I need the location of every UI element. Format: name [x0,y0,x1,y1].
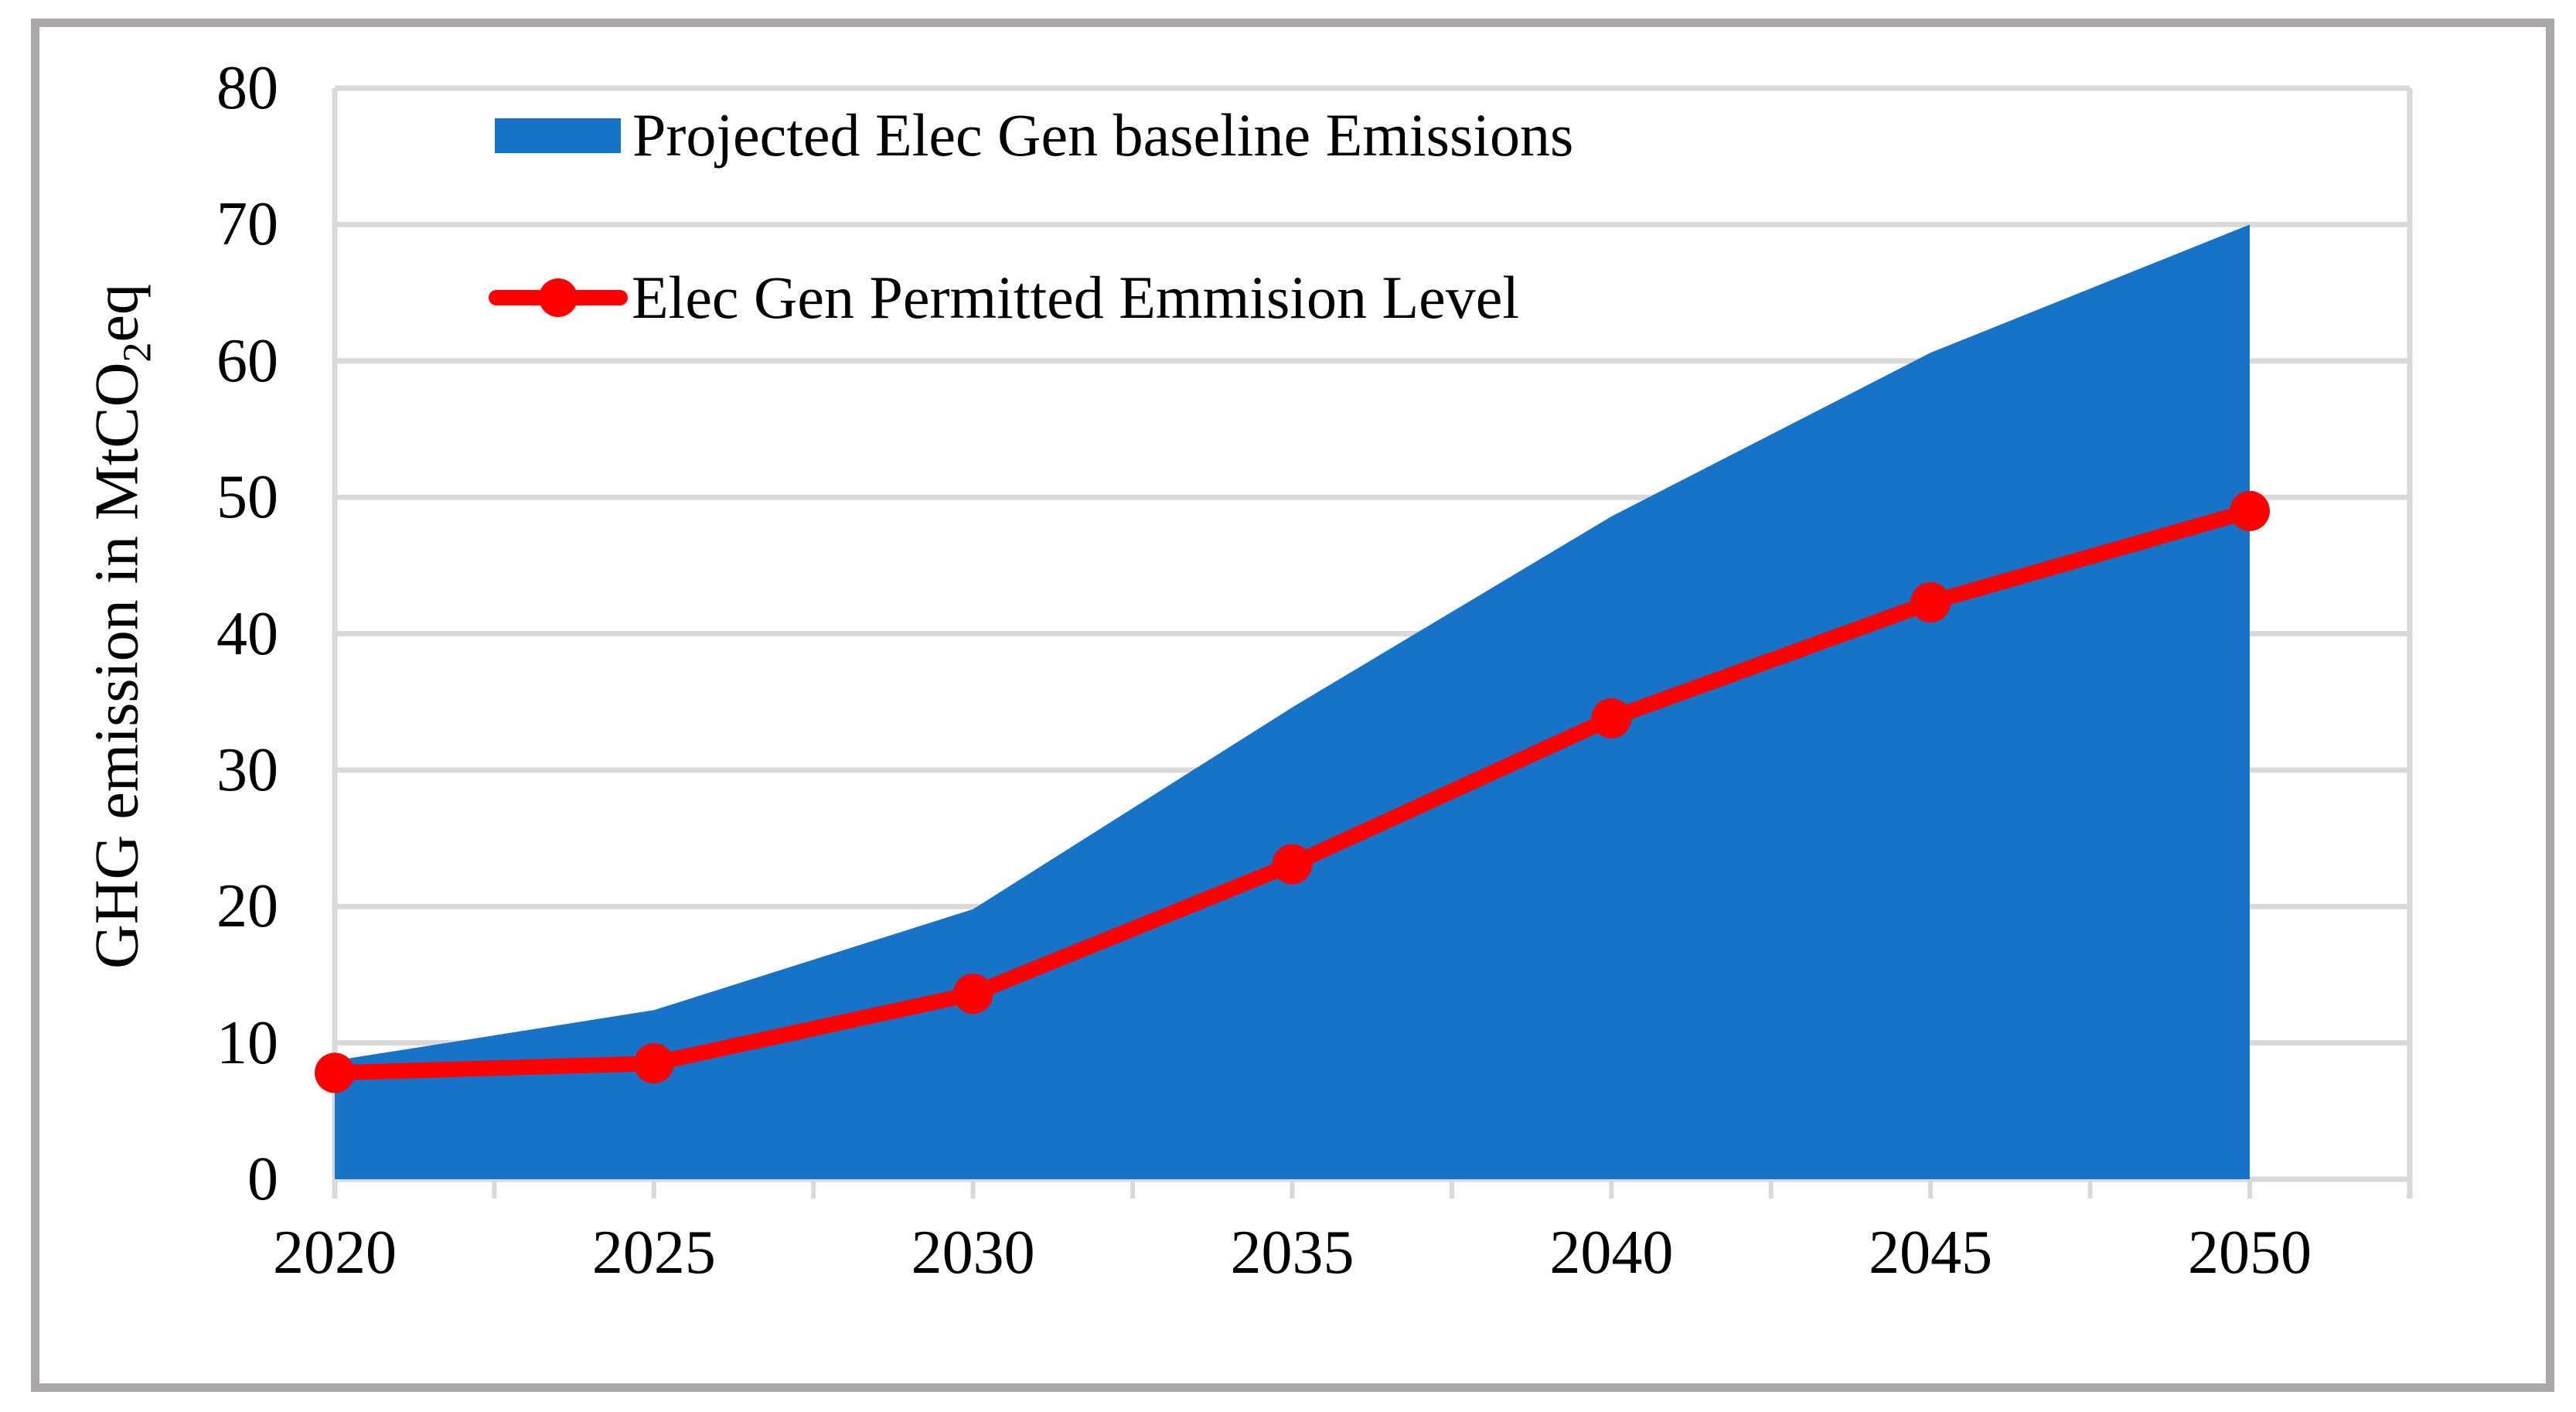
area-polygon [335,224,2250,1179]
line-marker-dot [952,974,993,1015]
x-tick-label: 2045 [1869,1219,1993,1287]
legend-label: Projected Elec Gen baseline Emissions [632,101,1574,169]
y-tick-label: 40 [216,599,278,668]
legend-marker-dot [539,278,578,317]
y-tick-label: 70 [216,190,278,259]
y-tick-label: 60 [216,326,278,395]
x-tick-label: 2020 [273,1219,397,1287]
x-tick-label: 2050 [2187,1219,2312,1287]
x-tick-label: 2030 [911,1219,1035,1287]
legend-item-projected-baseline: Projected Elec Gen baseline Emissions [495,101,1573,170]
line-marker-dot [1591,697,1632,738]
y-axis-title: GHG emission in MtCO2eq [83,284,161,969]
legend-label: Elec Gen Permitted Emmision Level [632,264,1520,331]
x-tick-label: 2025 [591,1219,716,1287]
line-marker-dot [1910,582,1951,622]
y-tick-label: 80 [216,54,278,122]
line-series-legend-marker [489,278,628,317]
y-tick-label: 20 [216,872,278,941]
y-tick-label: 50 [216,463,278,532]
x-tick-label: 2040 [1549,1219,1674,1287]
y-tick-label: 0 [247,1145,278,1213]
y-axis-title-text: GHG emission in MtCO [83,362,152,970]
line-series-permitted-level [315,490,2270,1093]
line-marker-dot [633,1043,674,1084]
area-series-legend-swatch [495,118,621,153]
chart-border [31,19,2554,1392]
y-axis-title-subscript: 2 [115,342,160,363]
y-tick-label: 30 [216,735,278,804]
x-tick-label: 2035 [1230,1219,1354,1287]
line-marker-dot [1272,844,1313,885]
line-marker-dot [315,1052,355,1093]
y-tick-label: 10 [216,1008,278,1077]
line-marker-dot [2229,490,2270,531]
x-axis-tick-marks [332,1179,2412,1199]
legend-item-permitted-level: Elec Gen Permitted Emmision Level [489,259,1519,336]
y-axis-title-suffix: eq [83,283,152,343]
area-series-projected-baseline [335,224,2250,1179]
